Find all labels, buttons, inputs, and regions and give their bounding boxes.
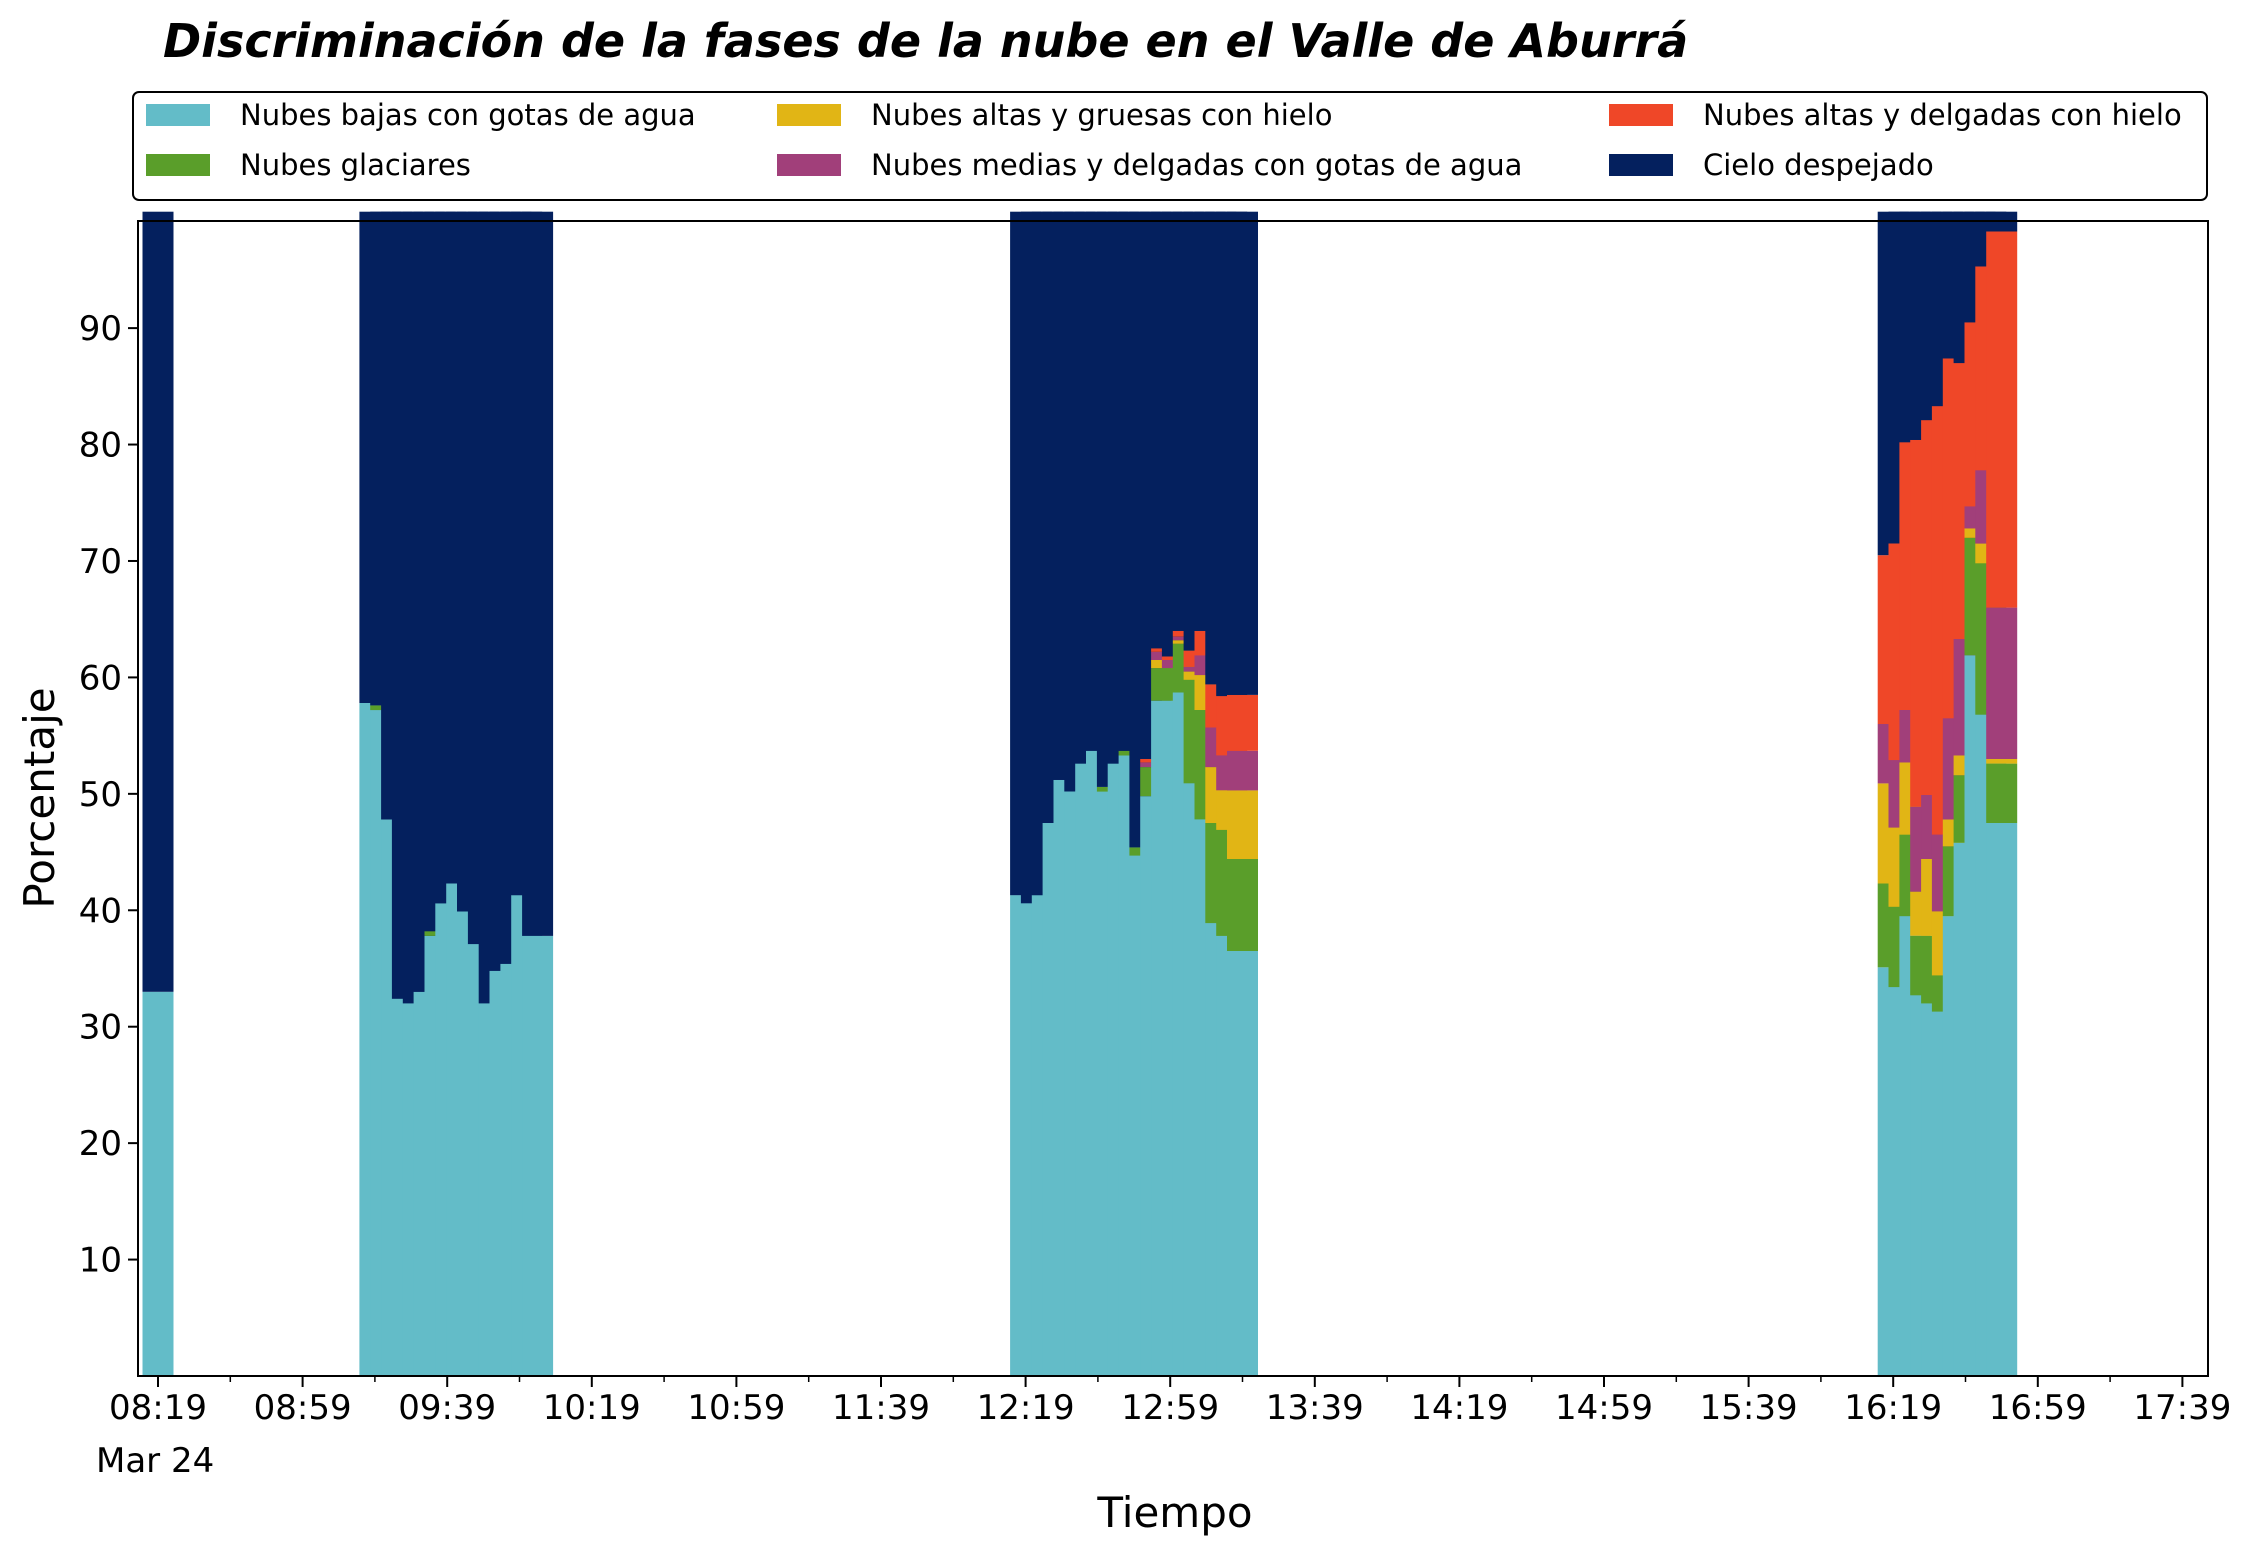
bar-segment-nubes-altas-y-gruesas-con-hielo — [1227, 790, 1258, 859]
legend-item-nubes-altas-y-delgadas-con-hielo: Nubes altas y delgadas con hielo — [1609, 98, 2182, 132]
legend-swatch — [777, 104, 841, 126]
legend-swatch — [146, 104, 210, 126]
y-tick-label: 60 — [79, 658, 122, 698]
legend-item-nubes-altas-y-gruesas-con-hielo: Nubes altas y gruesas con hielo — [777, 98, 1332, 132]
bar-segment-nubes-altas-y-delgadas-con-hielo — [1227, 694, 1258, 751]
x-tick-label: 10:59 — [687, 1388, 785, 1428]
y-axis: 10 20 30 40 50 60 70 80 90 — [79, 309, 138, 1281]
y-tick-label: 70 — [79, 542, 122, 582]
plot-area — [137, 211, 2209, 1377]
legend-label: Nubes bajas con gotas de agua — [240, 98, 696, 132]
x-tick-label: 16:59 — [1989, 1388, 2087, 1428]
legend-item-nubes-bajas-con-gotas-de-agua: Nubes bajas con gotas de agua — [146, 98, 696, 132]
x-tick-label: 12:19 — [977, 1388, 1075, 1428]
y-tick-label: 50 — [79, 775, 122, 815]
y-tick-label: 30 — [79, 1008, 122, 1048]
x-tick-label: 14:19 — [1410, 1388, 1508, 1428]
bar-segment-cielo-despejado — [142, 211, 174, 992]
x-tick-label: 11:39 — [832, 1388, 930, 1428]
plot-frame — [137, 220, 2209, 1377]
bar-segment-nubes-bajas-con-gotas-de-agua — [1986, 823, 2018, 1376]
x-tick-label: 13:39 — [1266, 1388, 1364, 1428]
bars — [142, 211, 2018, 1376]
bar-stack-1319 — [1227, 211, 1258, 1376]
y-axis-title: Porcentaje — [15, 687, 64, 908]
legend-label: Cielo despejado — [1703, 148, 1934, 182]
chart-title: Discriminación de la fases de la nube en… — [163, 14, 1688, 68]
y-tick-label: 40 — [79, 891, 122, 931]
legend-label: Nubes altas y delgadas con hielo — [1703, 98, 2182, 132]
bar-stack-1004 — [522, 211, 554, 1376]
legend-swatch — [146, 154, 210, 176]
bar-segment-nubes-glaciares — [1986, 763, 2018, 823]
x-tick-label: 15:39 — [1700, 1388, 1798, 1428]
bar-segment-nubes-altas-y-delgadas-con-hielo — [1986, 231, 2018, 608]
x-axis-date-label: Mar 24 — [96, 1441, 214, 1481]
legend-item-nubes-glaciares: Nubes glaciares — [146, 148, 471, 182]
legend-swatch — [1609, 154, 1673, 176]
y-tick-label: 10 — [79, 1241, 122, 1281]
bar-segment-cielo-despejado — [522, 211, 554, 936]
x-tick-label: 09:39 — [398, 1388, 496, 1428]
y-tick-label: 80 — [79, 426, 122, 466]
bar-segment-nubes-bajas-con-gotas-de-agua — [142, 991, 174, 1376]
x-tick-label: 08:59 — [254, 1388, 352, 1428]
x-axis: 08:19 08:59 09:39 10:19 10:59 11:39 12:19 12:59… — [109, 1376, 2231, 1428]
legend-frame — [132, 91, 2208, 201]
legend-label: Nubes medias y delgadas con gotas de agu… — [871, 148, 1522, 182]
legend-label: Nubes altas y gruesas con hielo — [871, 98, 1332, 132]
bar-segment-nubes-bajas-con-gotas-de-agua — [522, 935, 554, 1376]
y-tick-label: 90 — [79, 309, 122, 349]
x-tick-label: 08:19 — [109, 1388, 207, 1428]
bar-segment-nubes-altas-y-gruesas-con-hielo — [1986, 758, 2018, 764]
bar-segment-nubes-medias-y-delgadas-con-gotas-de-agua — [1227, 750, 1258, 791]
x-tick-label: 17:39 — [2133, 1388, 2231, 1428]
x-axis-title: Tiempo — [1096, 1488, 1252, 1537]
bar-segment-nubes-glaciares — [1227, 859, 1258, 951]
x-tick-label: 12:59 — [1121, 1388, 1219, 1428]
legend-swatch — [1609, 104, 1673, 126]
legend-item-nubes-medias-y-delgadas-con-gotas-de-agua: Nubes medias y delgadas con gotas de agu… — [777, 148, 1522, 182]
bar-segment-nubes-bajas-con-gotas-de-agua — [1227, 951, 1258, 1376]
bar-stack-1649 — [1986, 211, 2018, 1376]
bar-segment-cielo-despejado — [1227, 211, 1258, 695]
bar-segment-nubes-medias-y-delgadas-con-gotas-de-agua — [1986, 607, 2018, 759]
legend-item-cielo-despejado: Cielo despejado — [1609, 148, 1934, 182]
bar-stack-0819 — [142, 211, 174, 1376]
legend-swatch — [777, 154, 841, 176]
legend: Nubes bajas con gotas de agua Nubes glaci… — [132, 91, 2208, 201]
x-tick-label: 14:59 — [1555, 1388, 1653, 1428]
legend-label: Nubes glaciares — [240, 148, 471, 182]
x-tick-label: 10:19 — [543, 1388, 641, 1428]
x-tick-label: 16:19 — [1844, 1388, 1942, 1428]
y-tick-label: 20 — [79, 1124, 122, 1164]
